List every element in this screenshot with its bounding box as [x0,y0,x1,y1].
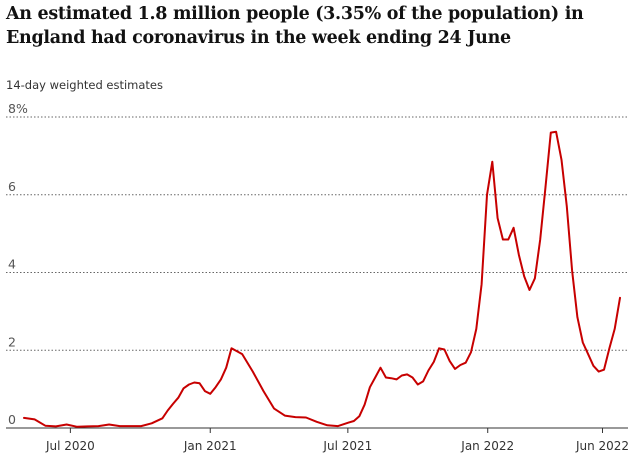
x-tick-label: Jun 2022 [575,439,629,453]
chart-title: An estimated 1.8 million people (3.35% o… [6,4,584,48]
y-tick-label: 6 [8,179,16,194]
x-tick-label: Jul 2021 [322,439,372,453]
y-tick-label: 2 [8,334,16,349]
y-tick-label: 0 [8,412,16,427]
x-tick-label: Jan 2022 [460,439,514,453]
x-tick-label: Jul 2020 [45,439,95,453]
x-tick-label: Jan 2021 [183,439,237,453]
y-tick-label: 8% [8,101,28,116]
y-tick-label: 4 [8,257,16,272]
chart-subtitle: 14-day weighted estimates [6,78,163,92]
series-line [23,130,621,428]
